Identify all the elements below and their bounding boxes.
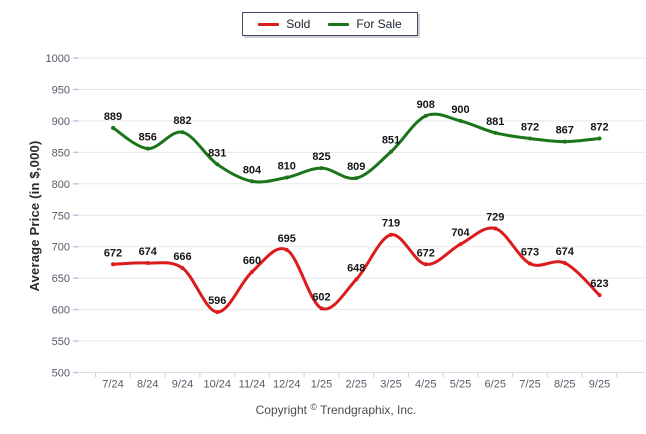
data-point-sold xyxy=(319,306,324,311)
data-label-sold: 672 xyxy=(104,247,122,259)
copyright-company: Trendgraphix, Inc. xyxy=(320,403,417,417)
data-label-for-sale: 908 xyxy=(417,99,435,111)
data-point-for-sale xyxy=(250,179,254,184)
data-label-for-sale: 872 xyxy=(521,122,539,134)
data-point-for-sale xyxy=(354,176,359,181)
data-point-for-sale xyxy=(145,146,150,151)
data-point-sold xyxy=(389,232,393,237)
data-point-sold xyxy=(215,310,220,315)
legend-label-sold: Sold xyxy=(286,17,311,31)
data-point-for-sale xyxy=(562,139,567,144)
data-label-sold: 666 xyxy=(173,251,191,263)
data-label-sold: 648 xyxy=(347,262,365,274)
x-tick-label: 12/24 xyxy=(273,379,301,391)
x-tick-label: 9/25 xyxy=(589,379,610,391)
y-tick-label: 500 xyxy=(52,368,70,380)
x-tick-label: 5/25 xyxy=(450,379,471,391)
x-tick-label: 9/24 xyxy=(172,379,193,391)
data-label-sold: 674 xyxy=(556,246,575,258)
data-point-sold xyxy=(528,261,532,266)
data-label-for-sale: 851 xyxy=(382,135,400,147)
data-point-for-sale xyxy=(180,130,185,135)
x-tick-label: 6/25 xyxy=(485,379,506,391)
data-point-for-sale xyxy=(111,125,115,130)
chart-legend: Sold For Sale xyxy=(242,12,418,36)
x-tick-label: 2/25 xyxy=(346,379,367,391)
y-tick-label: 650 xyxy=(52,273,70,285)
data-label-for-sale: 804 xyxy=(243,164,262,176)
data-point-sold xyxy=(458,242,463,247)
data-point-for-sale xyxy=(493,130,498,135)
data-label-sold: 673 xyxy=(521,247,539,259)
data-label-sold: 719 xyxy=(382,218,400,230)
data-label-sold: 602 xyxy=(312,291,330,303)
data-label-for-sale: 900 xyxy=(451,104,469,116)
legend-label-for-sale: For Sale xyxy=(356,17,402,31)
data-label-for-sale: 856 xyxy=(139,132,157,144)
data-label-for-sale: 889 xyxy=(104,111,122,123)
data-label-sold: 674 xyxy=(139,246,158,258)
data-point-for-sale xyxy=(284,175,289,180)
legend-entry-for-sale: For Sale xyxy=(328,17,402,31)
data-point-for-sale xyxy=(458,118,463,123)
x-tick-label: 1/25 xyxy=(311,379,332,391)
data-point-sold xyxy=(180,266,185,271)
data-point-for-sale xyxy=(319,166,324,171)
data-point-for-sale xyxy=(215,162,220,167)
data-label-for-sale: 809 xyxy=(347,161,365,173)
data-label-sold: 623 xyxy=(590,278,608,290)
data-label-for-sale: 831 xyxy=(208,147,226,159)
data-label-sold: 704 xyxy=(451,227,470,239)
data-point-sold xyxy=(423,262,428,267)
x-tick-label: 4/25 xyxy=(415,379,436,391)
data-point-sold xyxy=(562,261,567,266)
x-tick-label: 8/24 xyxy=(137,379,158,391)
data-label-for-sale: 882 xyxy=(173,115,191,127)
copyright-text: Copyright © Trendgraphix, Inc. xyxy=(26,402,646,417)
x-tick-label: 10/24 xyxy=(203,379,231,391)
copyright-prefix: Copyright xyxy=(255,403,307,417)
legend-entry-sold: Sold xyxy=(258,18,310,30)
x-tick-label: 3/25 xyxy=(380,379,401,391)
x-tick-label: 11/24 xyxy=(239,379,266,391)
data-point-sold xyxy=(145,261,150,266)
data-label-for-sale: 867 xyxy=(556,125,574,137)
y-tick-label: 700 xyxy=(52,242,70,254)
data-point-sold xyxy=(111,262,115,267)
data-label-sold: 729 xyxy=(486,211,504,223)
y-tick-label: 950 xyxy=(52,84,70,96)
y-tick-label: 600 xyxy=(52,305,70,317)
data-point-sold xyxy=(284,247,289,252)
data-point-sold xyxy=(493,226,498,231)
data-point-for-sale xyxy=(597,136,602,141)
x-tick-label: 7/25 xyxy=(519,379,540,391)
data-label-for-sale: 881 xyxy=(486,116,504,128)
data-point-sold xyxy=(597,293,602,298)
y-tick-label: 1000 xyxy=(46,53,70,65)
data-label-sold: 695 xyxy=(278,233,296,245)
data-point-sold xyxy=(354,277,359,282)
data-label-sold: 672 xyxy=(417,247,435,259)
data-point-for-sale xyxy=(389,149,393,154)
copyright-symbol-icon: © xyxy=(310,402,317,412)
data-label-sold: 596 xyxy=(208,295,226,307)
x-tick-label: 7/24 xyxy=(102,379,123,391)
data-point-sold xyxy=(250,269,254,274)
y-tick-label: 900 xyxy=(52,116,70,128)
data-label-for-sale: 825 xyxy=(312,151,330,163)
y-tick-label: 850 xyxy=(52,147,70,159)
data-point-for-sale xyxy=(528,136,532,141)
data-point-for-sale xyxy=(423,113,428,118)
x-tick-label: 8/25 xyxy=(554,379,575,391)
y-tick-label: 800 xyxy=(52,179,70,191)
sold-line-swatch-icon xyxy=(258,22,280,26)
data-label-sold: 660 xyxy=(243,255,261,267)
y-tick-label: 750 xyxy=(52,210,70,222)
for-sale-line-swatch-icon xyxy=(328,22,350,26)
data-label-for-sale: 872 xyxy=(590,122,608,134)
data-label-for-sale: 810 xyxy=(278,161,296,173)
y-tick-label: 550 xyxy=(52,336,70,348)
